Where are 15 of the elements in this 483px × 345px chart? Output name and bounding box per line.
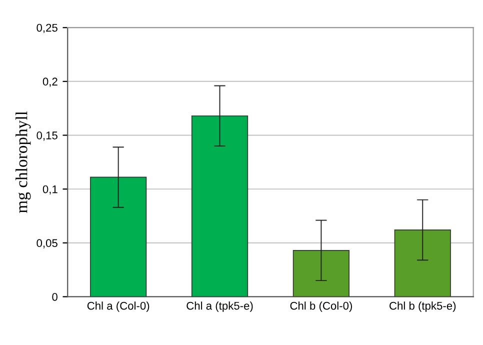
y-tick-label: 0,2 [42, 78, 58, 87]
bar [394, 230, 451, 297]
x-tick-label: Chl a (Col-0) [87, 302, 150, 312]
y-tick-label: 0,05 [36, 239, 58, 248]
y-tick-label: 0,15 [36, 132, 58, 141]
bar [90, 176, 147, 297]
x-tick-label: Chl b (Col-0) [290, 302, 352, 312]
bar [292, 250, 350, 297]
y-tick-label: 0,1 [42, 185, 58, 195]
x-tick-label: Chl a (tpk5-e) [186, 302, 253, 312]
y-axis-title: mg chlorophyll [16, 111, 31, 213]
x-tick-label: Chl b (tpk5-e) [390, 302, 456, 312]
y-tick-label: 0,25 [36, 24, 58, 34]
y-tick-label: 0 [52, 292, 58, 301]
bar [191, 115, 248, 297]
